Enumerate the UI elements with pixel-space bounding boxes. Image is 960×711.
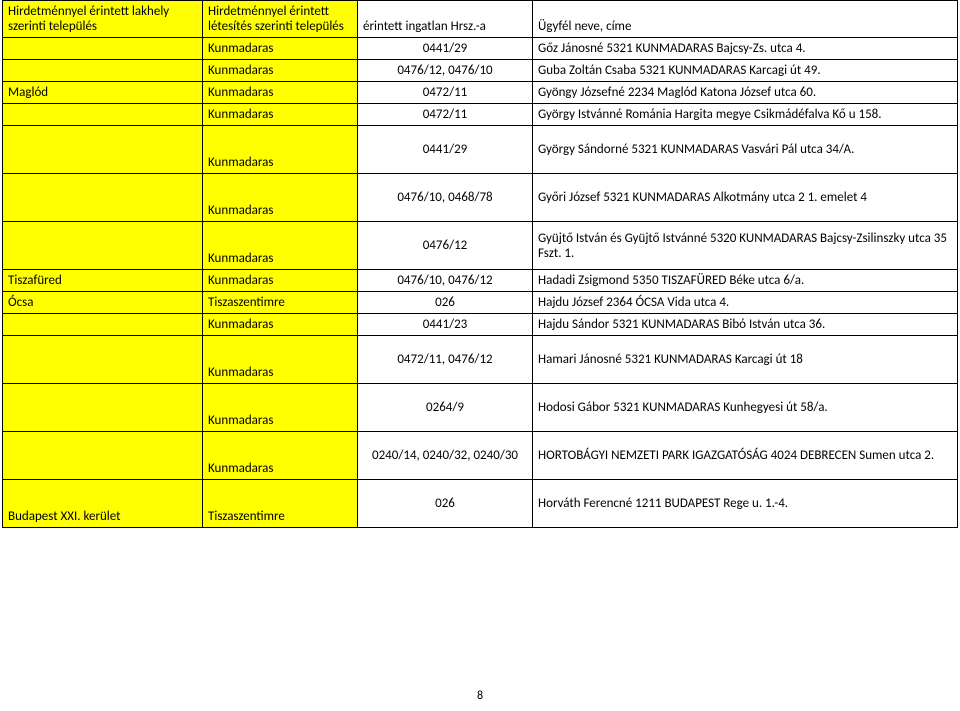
cell-hrsz: 0472/11 [358, 82, 533, 104]
cell-ugyfel: HORTOBÁGYI NEMZETI PARK IGAZGATÓSÁG 4024… [533, 432, 958, 480]
cell-letesites: Kunmadaras [203, 174, 358, 222]
table-row: Budapest XXI. kerületTiszaszentimre026Ho… [3, 480, 958, 528]
cell-letesites: Kunmadaras [203, 384, 358, 432]
cell-hrsz: 0472/11 [358, 104, 533, 126]
page-number: 8 [0, 689, 960, 703]
cell-lakhely [3, 222, 203, 270]
cell-ugyfel: Guba Zoltán Csaba 5321 KUNMADARAS Karcag… [533, 60, 958, 82]
table-row: MaglódKunmadaras0472/11Gyöngy Józsefné 2… [3, 82, 958, 104]
cell-lakhely: Maglód [3, 82, 203, 104]
cell-letesites: Kunmadaras [203, 314, 358, 336]
cell-ugyfel: György Istvánné Románia Hargita megye Cs… [533, 104, 958, 126]
cell-letesites: Kunmadaras [203, 60, 358, 82]
cell-ugyfel: Hadadi Zsigmond 5350 TISZAFÜRED Béke utc… [533, 270, 958, 292]
table-row: Kunmadaras0441/23Hajdu Sándor 5321 KUNMA… [3, 314, 958, 336]
cell-lakhely [3, 104, 203, 126]
table-row: Kunmadaras0264/9Hodosi Gábor 5321 KUNMAD… [3, 384, 958, 432]
table-row: ÓcsaTiszaszentimre026Hajdu József 2364 Ó… [3, 292, 958, 314]
table-row: Kunmadaras0472/11, 0476/12Hamari Jánosné… [3, 336, 958, 384]
cell-letesites: Kunmadaras [203, 126, 358, 174]
cell-hrsz: 0476/10, 0476/12 [358, 270, 533, 292]
cell-lakhely [3, 432, 203, 480]
cell-ugyfel: Hajdu Sándor 5321 KUNMADARAS Bibó István… [533, 314, 958, 336]
cell-lakhely [3, 336, 203, 384]
cell-ugyfel: Gőz Jánosné 5321 KUNMADARAS Bajcsy-Zs. u… [533, 38, 958, 60]
table-row: Kunmadaras0476/12, 0476/10Guba Zoltán Cs… [3, 60, 958, 82]
cell-lakhely [3, 384, 203, 432]
cell-ugyfel: György Sándorné 5321 KUNMADARAS Vasvári … [533, 126, 958, 174]
table-row: Kunmadaras0441/29György Sándorné 5321 KU… [3, 126, 958, 174]
cell-hrsz: 0476/10, 0468/78 [358, 174, 533, 222]
table-row: TiszafüredKunmadaras0476/10, 0476/12Hada… [3, 270, 958, 292]
header-col3: érintett ingatlan Hrsz.-a [358, 1, 533, 38]
cell-letesites: Kunmadaras [203, 432, 358, 480]
cell-ugyfel: Győri József 5321 KUNMADARAS Alkotmány u… [533, 174, 958, 222]
table-body: Kunmadaras0441/29Gőz Jánosné 5321 KUNMAD… [3, 38, 958, 528]
cell-lakhely [3, 38, 203, 60]
cell-ugyfel: Hamari Jánosné 5321 KUNMADARAS Karcagi ú… [533, 336, 958, 384]
cell-ugyfel: Gyöngy Józsefné 2234 Maglód Katona Józse… [533, 82, 958, 104]
cell-ugyfel: Hodosi Gábor 5321 KUNMADARAS Kunhegyesi … [533, 384, 958, 432]
cell-ugyfel: Horváth Ferencné 1211 BUDAPEST Rege u. 1… [533, 480, 958, 528]
cell-lakhely: Ócsa [3, 292, 203, 314]
cell-hrsz: 0441/23 [358, 314, 533, 336]
cell-letesites: Kunmadaras [203, 336, 358, 384]
cell-letesites: Tiszaszentimre [203, 292, 358, 314]
cell-hrsz: 0472/11, 0476/12 [358, 336, 533, 384]
table-row: Kunmadaras0441/29Gőz Jánosné 5321 KUNMAD… [3, 38, 958, 60]
cell-hrsz: 0264/9 [358, 384, 533, 432]
cell-hrsz: 0476/12, 0476/10 [358, 60, 533, 82]
cell-lakhely: Budapest XXI. kerület [3, 480, 203, 528]
cell-hrsz: 0476/12 [358, 222, 533, 270]
cell-lakhely [3, 60, 203, 82]
cell-letesites: Kunmadaras [203, 222, 358, 270]
header-col2: Hirdetménnyel érintett létesítés szerint… [203, 1, 358, 38]
cell-hrsz: 026 [358, 480, 533, 528]
cell-hrsz: 0441/29 [358, 126, 533, 174]
cell-letesites: Kunmadaras [203, 270, 358, 292]
cell-lakhely [3, 174, 203, 222]
table-row: Kunmadaras0240/14, 0240/32, 0240/30HORTO… [3, 432, 958, 480]
header-row: Hirdetménnyel érintett lakhely szerinti … [3, 1, 958, 38]
cell-letesites: Tiszaszentimre [203, 480, 358, 528]
cell-lakhely [3, 314, 203, 336]
cell-hrsz: 0240/14, 0240/32, 0240/30 [358, 432, 533, 480]
data-table: Hirdetménnyel érintett lakhely szerinti … [2, 0, 958, 528]
cell-letesites: Kunmadaras [203, 82, 358, 104]
cell-letesites: Kunmadaras [203, 38, 358, 60]
header-col1: Hirdetménnyel érintett lakhely szerinti … [3, 1, 203, 38]
table-row: Kunmadaras0476/10, 0468/78Győri József 5… [3, 174, 958, 222]
table-row: Kunmadaras0472/11György Istvánné Románia… [3, 104, 958, 126]
cell-ugyfel: Hajdu József 2364 ÓCSA Vida utca 4. [533, 292, 958, 314]
cell-lakhely [3, 126, 203, 174]
cell-hrsz: 0441/29 [358, 38, 533, 60]
header-col4: Ügyfél neve, címe [533, 1, 958, 38]
cell-ugyfel: Gyüjtő István és Gyüjtő Istvánné 5320 KU… [533, 222, 958, 270]
cell-lakhely: Tiszafüred [3, 270, 203, 292]
table-row: Kunmadaras0476/12Gyüjtő István és Gyüjtő… [3, 222, 958, 270]
cell-hrsz: 026 [358, 292, 533, 314]
cell-letesites: Kunmadaras [203, 104, 358, 126]
